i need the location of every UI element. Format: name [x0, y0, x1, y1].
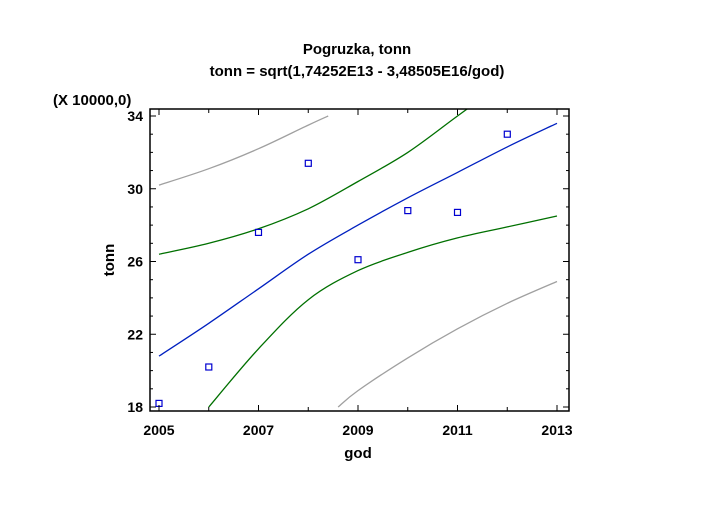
confidence-upper-line [159, 80, 507, 255]
data-point [355, 257, 361, 263]
plot-frame [150, 109, 569, 411]
prediction-lower-line [338, 282, 557, 408]
x-axis: 2005 2007 2009 2011 2013 [143, 109, 572, 438]
data-point [256, 229, 262, 235]
data-point [455, 209, 461, 215]
x-tick-label: 2005 [143, 422, 174, 438]
prediction-upper-line [159, 116, 328, 185]
y-axis-label: tonn [101, 244, 118, 276]
x-tick-label: 2011 [442, 422, 473, 438]
confidence-lower-line [209, 216, 557, 407]
x-tick-label: 2009 [342, 422, 373, 438]
data-point [206, 364, 212, 370]
y-tick-label: 26 [127, 254, 143, 270]
x-tick-label: 2013 [541, 422, 572, 438]
chart-subtitle: tonn = sqrt(1,74252E13 - 3,48505E16/god) [210, 63, 505, 80]
chart-title: Pogruzka, tonn [303, 41, 411, 58]
data-point [305, 160, 311, 166]
y-tick-label: 34 [127, 108, 143, 124]
x-axis-label: god [344, 445, 372, 462]
y-axis: 18 22 26 30 34 [127, 108, 569, 415]
data-point [504, 131, 510, 137]
data-point [405, 208, 411, 214]
y-tick-label: 18 [127, 399, 143, 415]
fit-line [159, 123, 557, 356]
y-multiplier-label: (X 10000,0) [53, 92, 131, 109]
x-tick-label: 2007 [243, 422, 274, 438]
curves-group [159, 80, 557, 407]
y-tick-label: 30 [127, 181, 143, 197]
y-tick-label: 22 [127, 326, 143, 342]
